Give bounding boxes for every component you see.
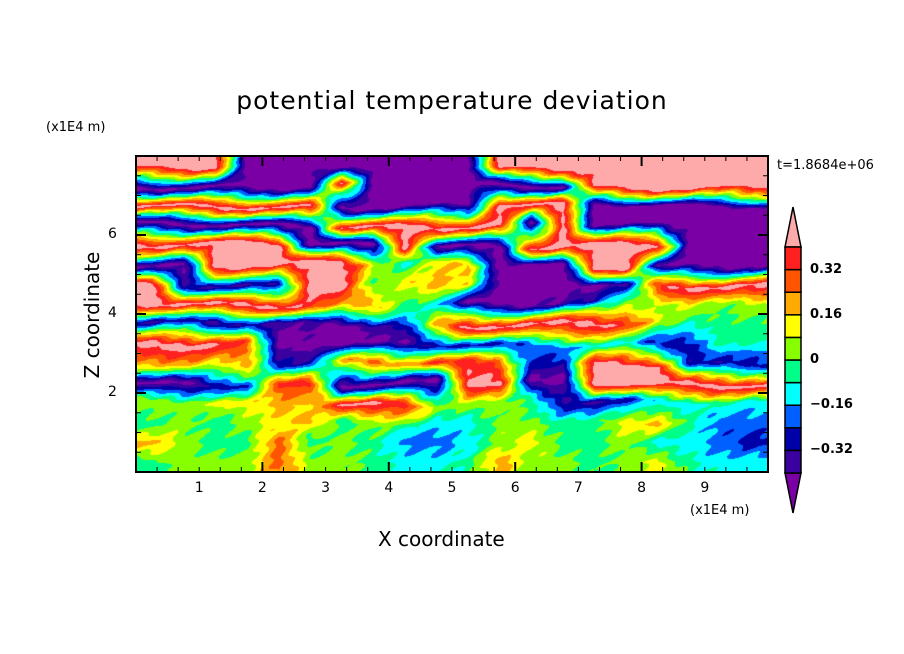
- colorbar-box: [784, 246, 802, 271]
- time-annotation: t=1.8684e+06: [777, 158, 874, 173]
- chart-title-text: potential temperature deviation: [236, 86, 668, 115]
- colorbar-max-extension: [784, 206, 802, 248]
- y-axis-label: Z coordinate: [80, 251, 104, 379]
- x-tick-label: 9: [700, 480, 710, 496]
- x-tick-label: 6: [510, 480, 520, 496]
- x-tick-label: 2: [257, 480, 267, 496]
- colorbar-box: [784, 449, 802, 474]
- colorbar-box: [784, 291, 802, 316]
- colorbar-box: [784, 359, 802, 384]
- colorbar-box: [784, 268, 802, 293]
- chart-title: potential temperature deviation: [0, 86, 904, 115]
- heatmap-field: [136, 156, 768, 472]
- x-tick-label: 1: [194, 480, 204, 496]
- y-tick-label: 6: [108, 226, 117, 242]
- colorbar-box: [784, 381, 802, 406]
- y-tick-label: 4: [108, 305, 117, 321]
- x-tick-label: 3: [321, 480, 331, 496]
- x-tick-label: 7: [573, 480, 583, 496]
- colorbar-label: 0.16: [810, 306, 843, 322]
- y-tick-label: 2: [108, 384, 117, 400]
- colorbar-label: 0.32: [810, 261, 843, 277]
- colorbar-label: −0.16: [810, 397, 853, 413]
- x-tick-label: 8: [637, 480, 647, 496]
- colorbar-box: [784, 427, 802, 452]
- x-axis-unit: (x1E4 m): [690, 503, 750, 518]
- x-axis-label: X coordinate: [378, 527, 505, 551]
- colorbar-label: −0.32: [810, 442, 853, 458]
- plot-border: [135, 155, 769, 473]
- plot-area: [136, 156, 768, 472]
- colorbar-label: 0: [810, 352, 820, 367]
- x-tick-label: 4: [384, 480, 394, 496]
- colorbar-box: [784, 404, 802, 429]
- x-tick-label: 5: [447, 480, 457, 496]
- y-axis-unit: (x1E4 m): [46, 120, 106, 135]
- colorbar-box: [784, 314, 802, 339]
- colorbar-min-extension: [784, 472, 802, 514]
- colorbar-box: [784, 336, 802, 361]
